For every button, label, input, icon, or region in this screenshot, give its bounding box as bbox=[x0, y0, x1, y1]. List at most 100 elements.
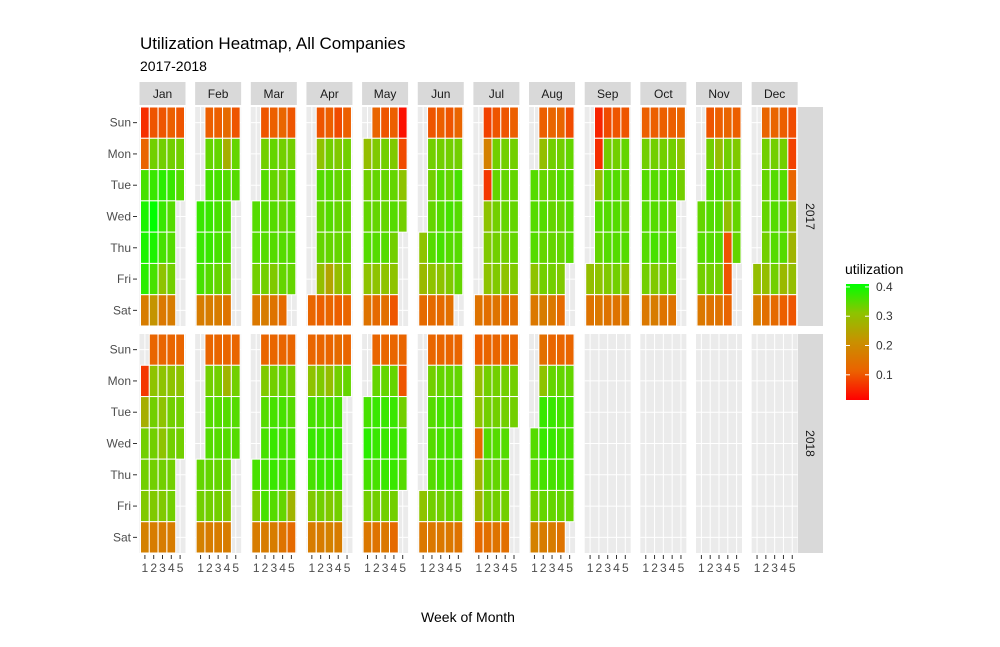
heatmap-cell: Feb 2017 Thu wk2: 0.37 bbox=[204, 231, 215, 264]
chart-title: Utilization Heatmap, All Companies bbox=[140, 34, 406, 53]
heatmap-cell: Apr 2017 Tue wk2: 0.35 bbox=[315, 169, 326, 202]
month-strip bbox=[362, 82, 409, 105]
x-tick-label: 2 bbox=[651, 561, 658, 575]
heatmap-cell: Jan 2017 Tue wk1: 0.36 bbox=[140, 169, 150, 202]
heatmap-cell: Aug 2017 Mon wk5: 0.34 bbox=[564, 137, 575, 171]
heatmap-cell: Jan 2017 Mon wk3: 0.33 bbox=[157, 137, 168, 171]
x-tick-label: 3 bbox=[215, 561, 222, 575]
x-tick-label: 2 bbox=[150, 561, 157, 575]
heatmap-cell: Dec 2017 Wed wk2: 0.34 bbox=[760, 200, 771, 233]
x-tick-label: 4 bbox=[780, 561, 787, 575]
heatmap-cell: Apr 2018 Fri wk1: 0.32 bbox=[306, 489, 317, 523]
heatmap-cell: Jun 2017 Fri wk1: 0.29 bbox=[418, 262, 429, 296]
heatmap-cell: May 2017 Mon wk2: 0.32 bbox=[371, 137, 382, 171]
heatmap-cell: Apr 2018 Fri wk3: 0.32 bbox=[324, 489, 335, 523]
heatmap-cell: Dec 2017 Mon wk2: 0.33 bbox=[760, 137, 771, 171]
heatmap-cell: Jul 2017 Sat wk1: 0.15 bbox=[473, 294, 484, 327]
heatmap-cell: Aug 2017 Fri wk4: 0.32 bbox=[555, 262, 566, 296]
x-tick-label: 5 bbox=[622, 561, 629, 575]
heatmap-cell: Aug 2017 Thu wk5: 0.35 bbox=[564, 231, 575, 264]
y-tick-label: Tue bbox=[111, 178, 132, 192]
heatmap-cell: Sep 2017 Thu wk3: 0.35 bbox=[602, 231, 613, 264]
heatmap-cell: Jul 2018 Tue wk4: 0.33 bbox=[500, 396, 511, 429]
heatmap-cell: Feb 2017 Tue wk4: 0.35 bbox=[222, 169, 232, 202]
heatmap-cell: Aug 2018 Thu wk3: 0.36 bbox=[547, 458, 557, 491]
heatmap-cell: Feb 2018 Tue wk2: 0.35 bbox=[204, 396, 215, 429]
heatmap-cell: Nov 2017 Sat wk1: 0.16 bbox=[696, 294, 707, 327]
heatmap-cell: Oct 2017 Thu wk2: 0.36 bbox=[649, 231, 660, 264]
heatmap-cell: Jul 2017 Sun wk3: 0.1 bbox=[491, 106, 502, 139]
heatmap-cell: Jun 2017 Sat wk3: 0.13 bbox=[435, 294, 446, 327]
heatmap-cell: Feb 2018 Sun wk5: 0.12 bbox=[230, 333, 241, 366]
heatmap-cell: Apr 2017 Thu wk3: 0.34 bbox=[324, 231, 335, 264]
heatmap-cell: May 2018 Fri wk4: 0.33 bbox=[389, 489, 399, 523]
heatmap-cell: Nov 2017 Mon wk2: 0.33 bbox=[705, 137, 716, 171]
heatmap-cell: Aug 2018 Fri wk1: 0.33 bbox=[529, 489, 540, 523]
month-strip-label: Jun bbox=[431, 87, 450, 101]
heatmap-cell: Aug 2017 Wed wk5: 0.35 bbox=[564, 200, 575, 233]
month-strip bbox=[417, 82, 464, 105]
heatmap-cell: Jun 2018 Fri wk3: 0.33 bbox=[435, 489, 446, 523]
heatmap-cell: Jul 2017 Thu wk2: 0.32 bbox=[482, 231, 493, 264]
heatmap-cell: Dec 2017 Sun wk3: 0.12 bbox=[769, 106, 780, 139]
x-tick-label: 1 bbox=[142, 561, 149, 575]
heatmap-cell: May 2017 Wed wk1: 0.34 bbox=[362, 200, 373, 233]
month-strip bbox=[473, 82, 520, 105]
heatmap-cell: Jan 2018 Fri wk2: 0.32 bbox=[148, 489, 159, 523]
heatmap-cell: Jun 2017 Sat wk1: 0.13 bbox=[418, 294, 429, 327]
heatmap-cell: Apr 2018 Mon wk5: 0.34 bbox=[342, 364, 352, 398]
heatmap-cell: Jun 2018 Thu wk2: 0.35 bbox=[427, 458, 437, 491]
heatmap-cell: May 2018 Mon wk5: 0.1 bbox=[397, 364, 408, 398]
heatmap-cell: Jun 2017 Sun wk4: 0.1 bbox=[444, 106, 455, 139]
heatmap-cell: Jul 2017 Tue wk3: 0.34 bbox=[491, 169, 502, 202]
heatmap-cell: Mar 2018 Sat wk1: 0.17 bbox=[251, 521, 262, 554]
heatmap-cell: Nov 2017 Sat wk2: 0.15 bbox=[705, 294, 716, 327]
heatmap-cell: Mar 2018 Sat wk3: 0.17 bbox=[268, 521, 279, 554]
heatmap-cell: Aug 2017 Thu wk4: 0.34 bbox=[555, 231, 566, 264]
heatmap-cell: Aug 2018 Fri wk5: 0.34 bbox=[564, 489, 575, 523]
heatmap-cell: Apr 2017 Sat wk4: 0.11 bbox=[333, 294, 344, 327]
heatmap-cell: Jan 2017 Wed wk3: 0.37 bbox=[157, 200, 168, 233]
month-strip bbox=[195, 82, 242, 105]
y-tick-label: Sat bbox=[113, 530, 132, 544]
x-tick-label: 4 bbox=[446, 561, 453, 575]
heatmap-cell: Dec 2017 Mon wk4: 0.33 bbox=[778, 137, 789, 171]
heatmap-cell: Mar 2017 Mon wk5: 0.33 bbox=[286, 137, 297, 171]
heatmap-cell: Nov 2017 Wed wk5: 0.34 bbox=[731, 200, 742, 233]
legend-title: utilization bbox=[845, 261, 903, 277]
y-tick-label: Tue bbox=[111, 405, 132, 419]
heatmap-cell: Jul 2017 Wed wk4: 0.34 bbox=[500, 200, 511, 233]
heatmap-cell: Aug 2017 Sat wk3: 0.16 bbox=[547, 294, 557, 327]
x-tick-label: 3 bbox=[437, 561, 444, 575]
heatmap-cell: Feb 2017 Mon wk5: 0.34 bbox=[230, 137, 241, 171]
heatmap-cell: Jan 2018 Wed wk4: 0.33 bbox=[166, 427, 177, 460]
heatmap-cell: Apr 2017 Mon wk3: 0.33 bbox=[324, 137, 335, 171]
heatmap-cell: Feb 2017 Sat wk2: 0.17 bbox=[204, 294, 215, 327]
heatmap-cell: Jun 2018 Mon wk5: 0.34 bbox=[453, 364, 464, 398]
heatmap-cell: Mar 2018 Mon wk4: 0.34 bbox=[277, 364, 288, 398]
heatmap-cell: Mar 2017 Wed wk1: 0.35 bbox=[251, 200, 262, 233]
x-tick-label: 4 bbox=[224, 561, 231, 575]
heatmap-cell: Jul 2018 Fri wk4: 0.33 bbox=[500, 489, 511, 523]
heatmap-cell: Jan 2018 Thu wk3: 0.33 bbox=[157, 458, 168, 491]
heatmap-cell: Jul 2018 Thu wk3: 0.34 bbox=[491, 458, 502, 491]
x-tick-label: 3 bbox=[771, 561, 778, 575]
heatmap-cell: Apr 2018 Sat wk2: 0.17 bbox=[315, 521, 326, 554]
heatmap-cell: Feb 2018 Thu wk4: 0.34 bbox=[222, 458, 232, 491]
heatmap-cell: Dec 2017 Wed wk5: 0.29 bbox=[787, 200, 798, 233]
heatmap-cell: Aug 2017 Tue wk4: 0.35 bbox=[555, 169, 566, 202]
heatmap-cell: Jun 2018 Sun wk2: 0.12 bbox=[427, 333, 437, 366]
heatmap-cell: Aug 2018 Thu wk4: 0.36 bbox=[555, 458, 566, 491]
heatmap-cell: Mar 2018 Wed wk4: 0.36 bbox=[277, 427, 288, 460]
heatmap-cell: Apr 2017 Sat wk5: 0.12 bbox=[342, 294, 352, 327]
heatmap-cell: Jan 2018 Fri wk1: 0.32 bbox=[140, 489, 150, 523]
heatmap-cell: Oct 2017 Mon wk5: 0.31 bbox=[676, 137, 686, 171]
heatmap-cell: May 2017 Fri wk2: 0.31 bbox=[371, 262, 382, 296]
heatmap-cell: Feb 2018 Mon wk5: 0.33 bbox=[230, 364, 241, 398]
heatmap-cell: Feb 2018 Mon wk4: 0.28 bbox=[222, 364, 232, 398]
month-strip bbox=[529, 82, 576, 105]
x-tick-label: 2 bbox=[373, 561, 380, 575]
x-tick-label: 3 bbox=[326, 561, 333, 575]
year-strip bbox=[798, 334, 823, 553]
x-tick-label: 4 bbox=[613, 561, 620, 575]
